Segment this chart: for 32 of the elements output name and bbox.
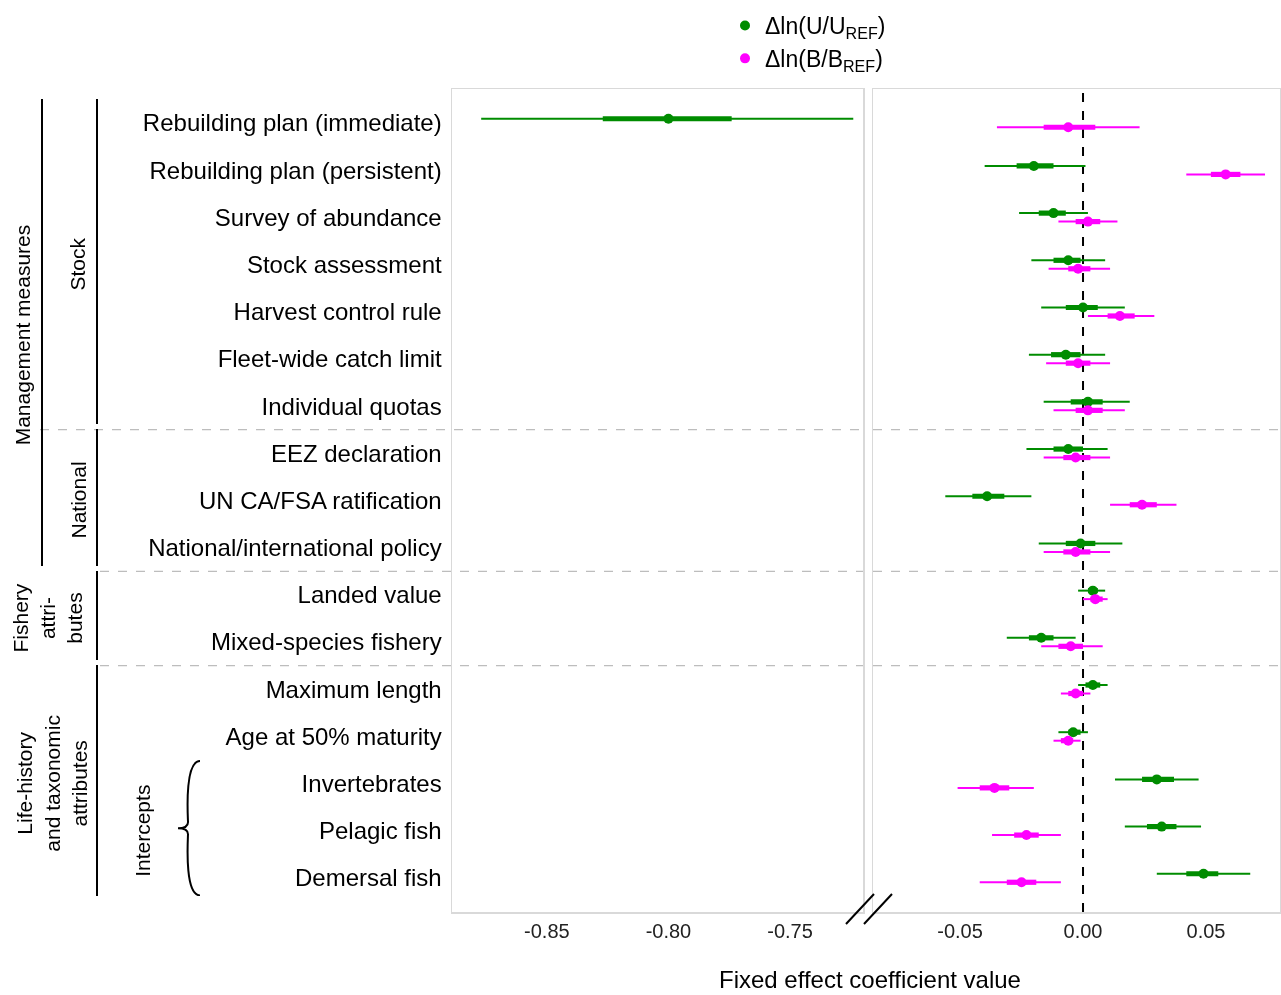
x-axis-title: Fixed effect coefficient value (719, 966, 1021, 993)
x-tick-label: -0.75 (767, 919, 813, 942)
y-tick-label: Stock assessment (246, 250, 443, 278)
x-tick-label: -0.05 (937, 919, 983, 942)
y-tick-label: National/international policy (148, 534, 442, 562)
y-tick-label: Individual quotas (261, 392, 442, 420)
y-tick-label: Rebuilding plan (immediate) (142, 109, 442, 137)
y-tick-label: Age at 50% maturity (225, 722, 442, 750)
y-tick-label: Mixed-species fishery (210, 628, 442, 656)
y-tick-label: Invertebrates (301, 770, 442, 798)
y-tick-label: Maximum length (265, 675, 442, 703)
x-tick-label: 0.05 (1186, 919, 1226, 942)
legend-label: Δln(U/U$_{REF}$) (765, 13, 886, 43)
text: Management measures (10, 224, 34, 446)
x-tick-label: -0.85 (524, 919, 570, 942)
y-tick-label: Harvest control rule (233, 298, 442, 326)
text: Stock (66, 237, 90, 291)
y-tick-label: EEZ declaration (270, 439, 442, 467)
text: Intercepts (131, 784, 155, 877)
text: Life-history and taxonomic attributes (13, 715, 91, 852)
x-tick-label: 0.00 (1063, 919, 1103, 942)
y-tick-label: UN CA/FSA ratification (198, 486, 442, 514)
y-tick-label: Pelagic fish (318, 817, 442, 845)
y-tick-label: Fleet-wide catch limit (217, 345, 443, 373)
y-tick-label: Survey of abundance (214, 203, 442, 231)
x-tick-label: -0.80 (645, 919, 692, 942)
legend-label: Δln(B/B$_{REF}$) (765, 46, 883, 76)
y-tick-label: Demersal fish (294, 864, 442, 892)
y-tick-label: Rebuilding plan (persistent) (149, 156, 442, 184)
y-tick-label: Landed value (297, 581, 442, 609)
text: National (66, 461, 90, 539)
text: Fishery attri- butes (8, 583, 87, 653)
